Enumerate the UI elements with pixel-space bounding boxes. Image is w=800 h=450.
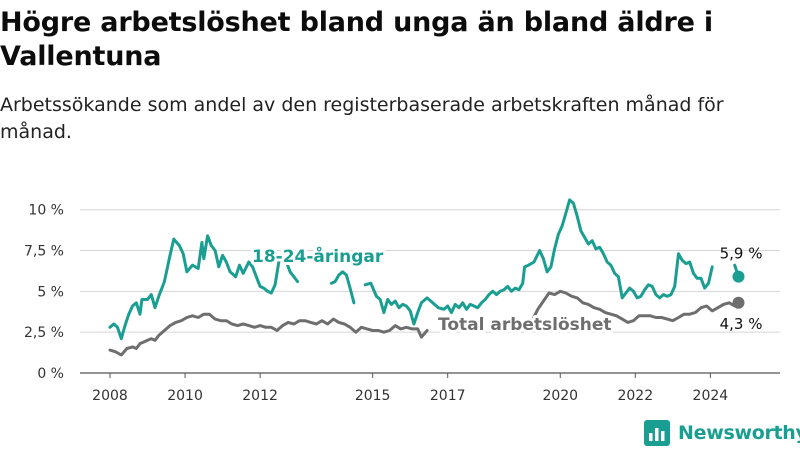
end-label-total: 4,3 % xyxy=(720,315,763,333)
series-label-total: Total arbetslöshet xyxy=(438,315,612,335)
series-label-total-halo: Total arbetslöshet xyxy=(438,315,612,335)
x-tick-label: 2024 xyxy=(693,388,729,404)
series-label-youth: 18-24-åringar xyxy=(252,245,384,267)
series-label-youth-halo: 18-24-åringar xyxy=(252,245,384,267)
newsworthy-brand[interactable]: Newsworthy xyxy=(644,419,800,447)
x-tick-label: 2010 xyxy=(167,388,203,404)
y-tick-label: 7,5 % xyxy=(24,244,64,260)
y-tick-label: 0 % xyxy=(37,366,64,382)
endpoint-total xyxy=(732,296,745,309)
endpoint-youth xyxy=(732,270,745,283)
y-tick-label: 5 % xyxy=(37,284,64,300)
x-tick-label: 2008 xyxy=(92,388,128,404)
series-line-youth xyxy=(363,198,714,326)
end-label-youth: 5,9 % xyxy=(720,245,763,263)
x-tick-label: 2022 xyxy=(617,388,653,404)
x-tick-label: 2012 xyxy=(242,388,278,404)
series-line-youth xyxy=(329,270,356,305)
x-tick-label: 2020 xyxy=(542,388,578,404)
y-tick-label: 10 % xyxy=(28,203,64,219)
chart-title: Högre arbetslöshet bland unga än bland ä… xyxy=(0,7,713,72)
series-line-total xyxy=(530,289,740,324)
brand-name: Newsworthy xyxy=(678,422,800,444)
series-line-youth xyxy=(108,234,300,341)
chart-subtitle: Arbetssökande som andel av den registerb… xyxy=(0,94,724,143)
series-line-total xyxy=(108,312,429,357)
x-tick-label: 2017 xyxy=(430,388,466,404)
y-tick-label: 2,5 % xyxy=(24,325,64,341)
x-tick-label: 2015 xyxy=(355,388,391,404)
bar-chart-logo-icon xyxy=(644,420,670,446)
